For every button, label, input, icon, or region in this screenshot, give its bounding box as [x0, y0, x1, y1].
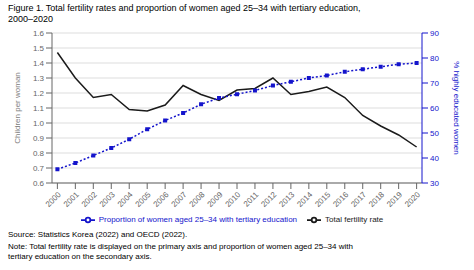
svg-text:2001: 2001 [62, 190, 81, 209]
svg-text:1.2: 1.2 [33, 89, 45, 98]
svg-text:Children per woman: Children per woman [13, 72, 22, 144]
svg-text:2000: 2000 [44, 190, 63, 209]
svg-text:70: 70 [430, 79, 439, 88]
svg-text:2005: 2005 [134, 190, 153, 209]
html-text:Proportion of women aged 25–34: Proportion of women aged 25–34 with tert… [98, 215, 297, 225]
svg-text:1.5: 1.5 [33, 44, 45, 53]
html-text:Total fertility rate: Total fertility rate [325, 215, 384, 225]
svg-text:2011: 2011 [242, 190, 261, 209]
svg-text:2004: 2004 [116, 190, 135, 209]
html-text:Source: Statistics Korea (2022: Source: Statistics Korea (2022) and OECD… [8, 230, 188, 239]
svg-text:2019: 2019 [385, 190, 404, 209]
svg-text:1.1: 1.1 [33, 104, 45, 113]
svg-text:90: 90 [430, 29, 439, 38]
svg-text:2007: 2007 [170, 190, 189, 209]
svg-text:2020: 2020 [403, 190, 422, 209]
svg-text:50: 50 [430, 129, 439, 138]
svg-text:2006: 2006 [152, 190, 171, 209]
svg-text:60: 60 [430, 104, 439, 113]
svg-text:1.6: 1.6 [33, 29, 45, 38]
svg-text:80: 80 [430, 54, 439, 63]
svg-text:2016: 2016 [331, 190, 350, 209]
svg-text:% highly educated women: % highly educated women [452, 61, 461, 154]
svg-text:2010: 2010 [223, 190, 242, 209]
svg-text:1.0: 1.0 [33, 119, 45, 128]
svg-text:2015: 2015 [313, 190, 332, 209]
html-text:Figure 1. Total fertility rate: Figure 1. Total fertility rates and prop… [8, 3, 361, 24]
svg-text:2014: 2014 [295, 190, 314, 209]
svg-text:30: 30 [430, 179, 439, 188]
svg-text:40: 40 [430, 154, 439, 163]
html-text:Note: Total fertility rate is: Note: Total fertility rate is displayed … [8, 242, 353, 261]
svg-text:1.4: 1.4 [33, 59, 45, 68]
svg-text:0.6: 0.6 [33, 179, 45, 188]
svg-text:2012: 2012 [259, 190, 278, 209]
svg-text:2003: 2003 [98, 190, 117, 209]
svg-text:0.8: 0.8 [33, 149, 45, 158]
svg-text:0.9: 0.9 [33, 134, 45, 143]
svg-text:0.7: 0.7 [33, 164, 45, 173]
svg-text:2013: 2013 [277, 190, 296, 209]
svg-text:2017: 2017 [349, 190, 368, 209]
svg-text:2009: 2009 [206, 190, 225, 209]
svg-text:2002: 2002 [80, 190, 99, 209]
svg-text:1.3: 1.3 [33, 74, 45, 83]
svg-text:2018: 2018 [367, 190, 386, 209]
svg-text:2008: 2008 [188, 190, 207, 209]
